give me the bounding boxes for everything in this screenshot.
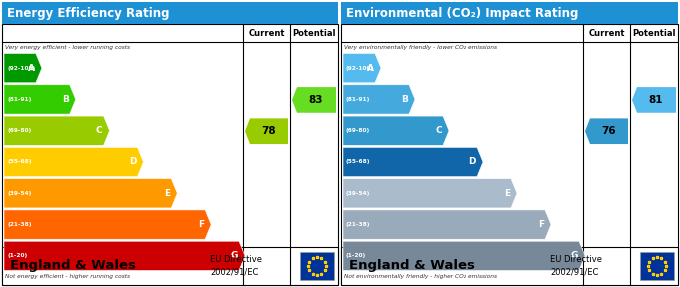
Polygon shape [343,210,551,239]
Polygon shape [4,85,75,114]
Text: (1-20): (1-20) [346,253,367,258]
Polygon shape [4,210,211,239]
Bar [341,24,678,285]
Text: (21-38): (21-38) [346,222,371,227]
Text: E: E [504,189,510,198]
Text: B: B [401,95,408,104]
Text: D: D [129,158,137,166]
Text: F: F [538,220,544,229]
Polygon shape [343,53,381,83]
Text: (81-91): (81-91) [346,97,371,102]
Polygon shape [4,116,109,145]
Text: A: A [367,64,374,73]
Text: (69-80): (69-80) [7,128,31,133]
Bar [341,2,678,24]
Polygon shape [343,147,483,177]
Text: B: B [62,95,69,104]
Text: Not environmentally friendly - higher CO₂ emissions: Not environmentally friendly - higher CO… [344,274,497,279]
Text: Current: Current [588,28,625,38]
Text: Environmental (CO₂) Impact Rating: Environmental (CO₂) Impact Rating [346,7,579,20]
Bar [2,247,338,285]
Polygon shape [292,87,336,113]
Text: (92-100): (92-100) [7,66,35,71]
Polygon shape [4,147,143,177]
Text: Potential: Potential [632,28,676,38]
Polygon shape [343,116,449,145]
Text: 81: 81 [649,95,663,105]
Text: 83: 83 [309,95,323,105]
Text: Very environmentally friendly - lower CO₂ emissions: Very environmentally friendly - lower CO… [344,45,497,50]
Text: Potential: Potential [292,28,336,38]
Text: England & Wales: England & Wales [10,259,136,272]
Text: EU Directive
2002/91/EC: EU Directive 2002/91/EC [550,255,602,277]
Text: C: C [96,126,103,135]
Text: England & Wales: England & Wales [349,259,475,272]
Text: (55-68): (55-68) [346,160,371,164]
Polygon shape [343,241,585,271]
Polygon shape [4,241,245,271]
Polygon shape [245,118,288,144]
Polygon shape [632,87,676,113]
Bar [300,252,334,280]
Text: G: G [571,251,578,260]
Text: G: G [231,251,238,260]
Text: Very energy efficient - lower running costs: Very energy efficient - lower running co… [5,45,130,50]
Text: (21-38): (21-38) [7,222,31,227]
Text: F: F [198,220,204,229]
Text: Not energy efficient - higher running costs: Not energy efficient - higher running co… [5,274,130,279]
Text: 76: 76 [601,126,616,136]
Text: (1-20): (1-20) [7,253,27,258]
Text: Current: Current [248,28,285,38]
Text: (92-100): (92-100) [346,66,374,71]
Bar [2,2,338,24]
Polygon shape [4,53,42,83]
Text: (39-54): (39-54) [346,191,371,196]
Polygon shape [343,85,415,114]
Bar [341,247,678,285]
Text: A: A [28,64,35,73]
Text: 78: 78 [261,126,276,136]
Polygon shape [4,179,177,208]
Text: (55-68): (55-68) [7,160,31,164]
Polygon shape [585,118,628,144]
Text: (69-80): (69-80) [346,128,370,133]
Text: D: D [469,158,476,166]
Polygon shape [343,179,517,208]
Bar [2,24,338,285]
Text: C: C [435,126,442,135]
Text: (81-91): (81-91) [7,97,31,102]
Text: (39-54): (39-54) [7,191,31,196]
Text: E: E [164,189,170,198]
Text: Energy Efficiency Rating: Energy Efficiency Rating [7,7,169,20]
Text: EU Directive
2002/91/EC: EU Directive 2002/91/EC [210,255,262,277]
Bar [640,252,674,280]
